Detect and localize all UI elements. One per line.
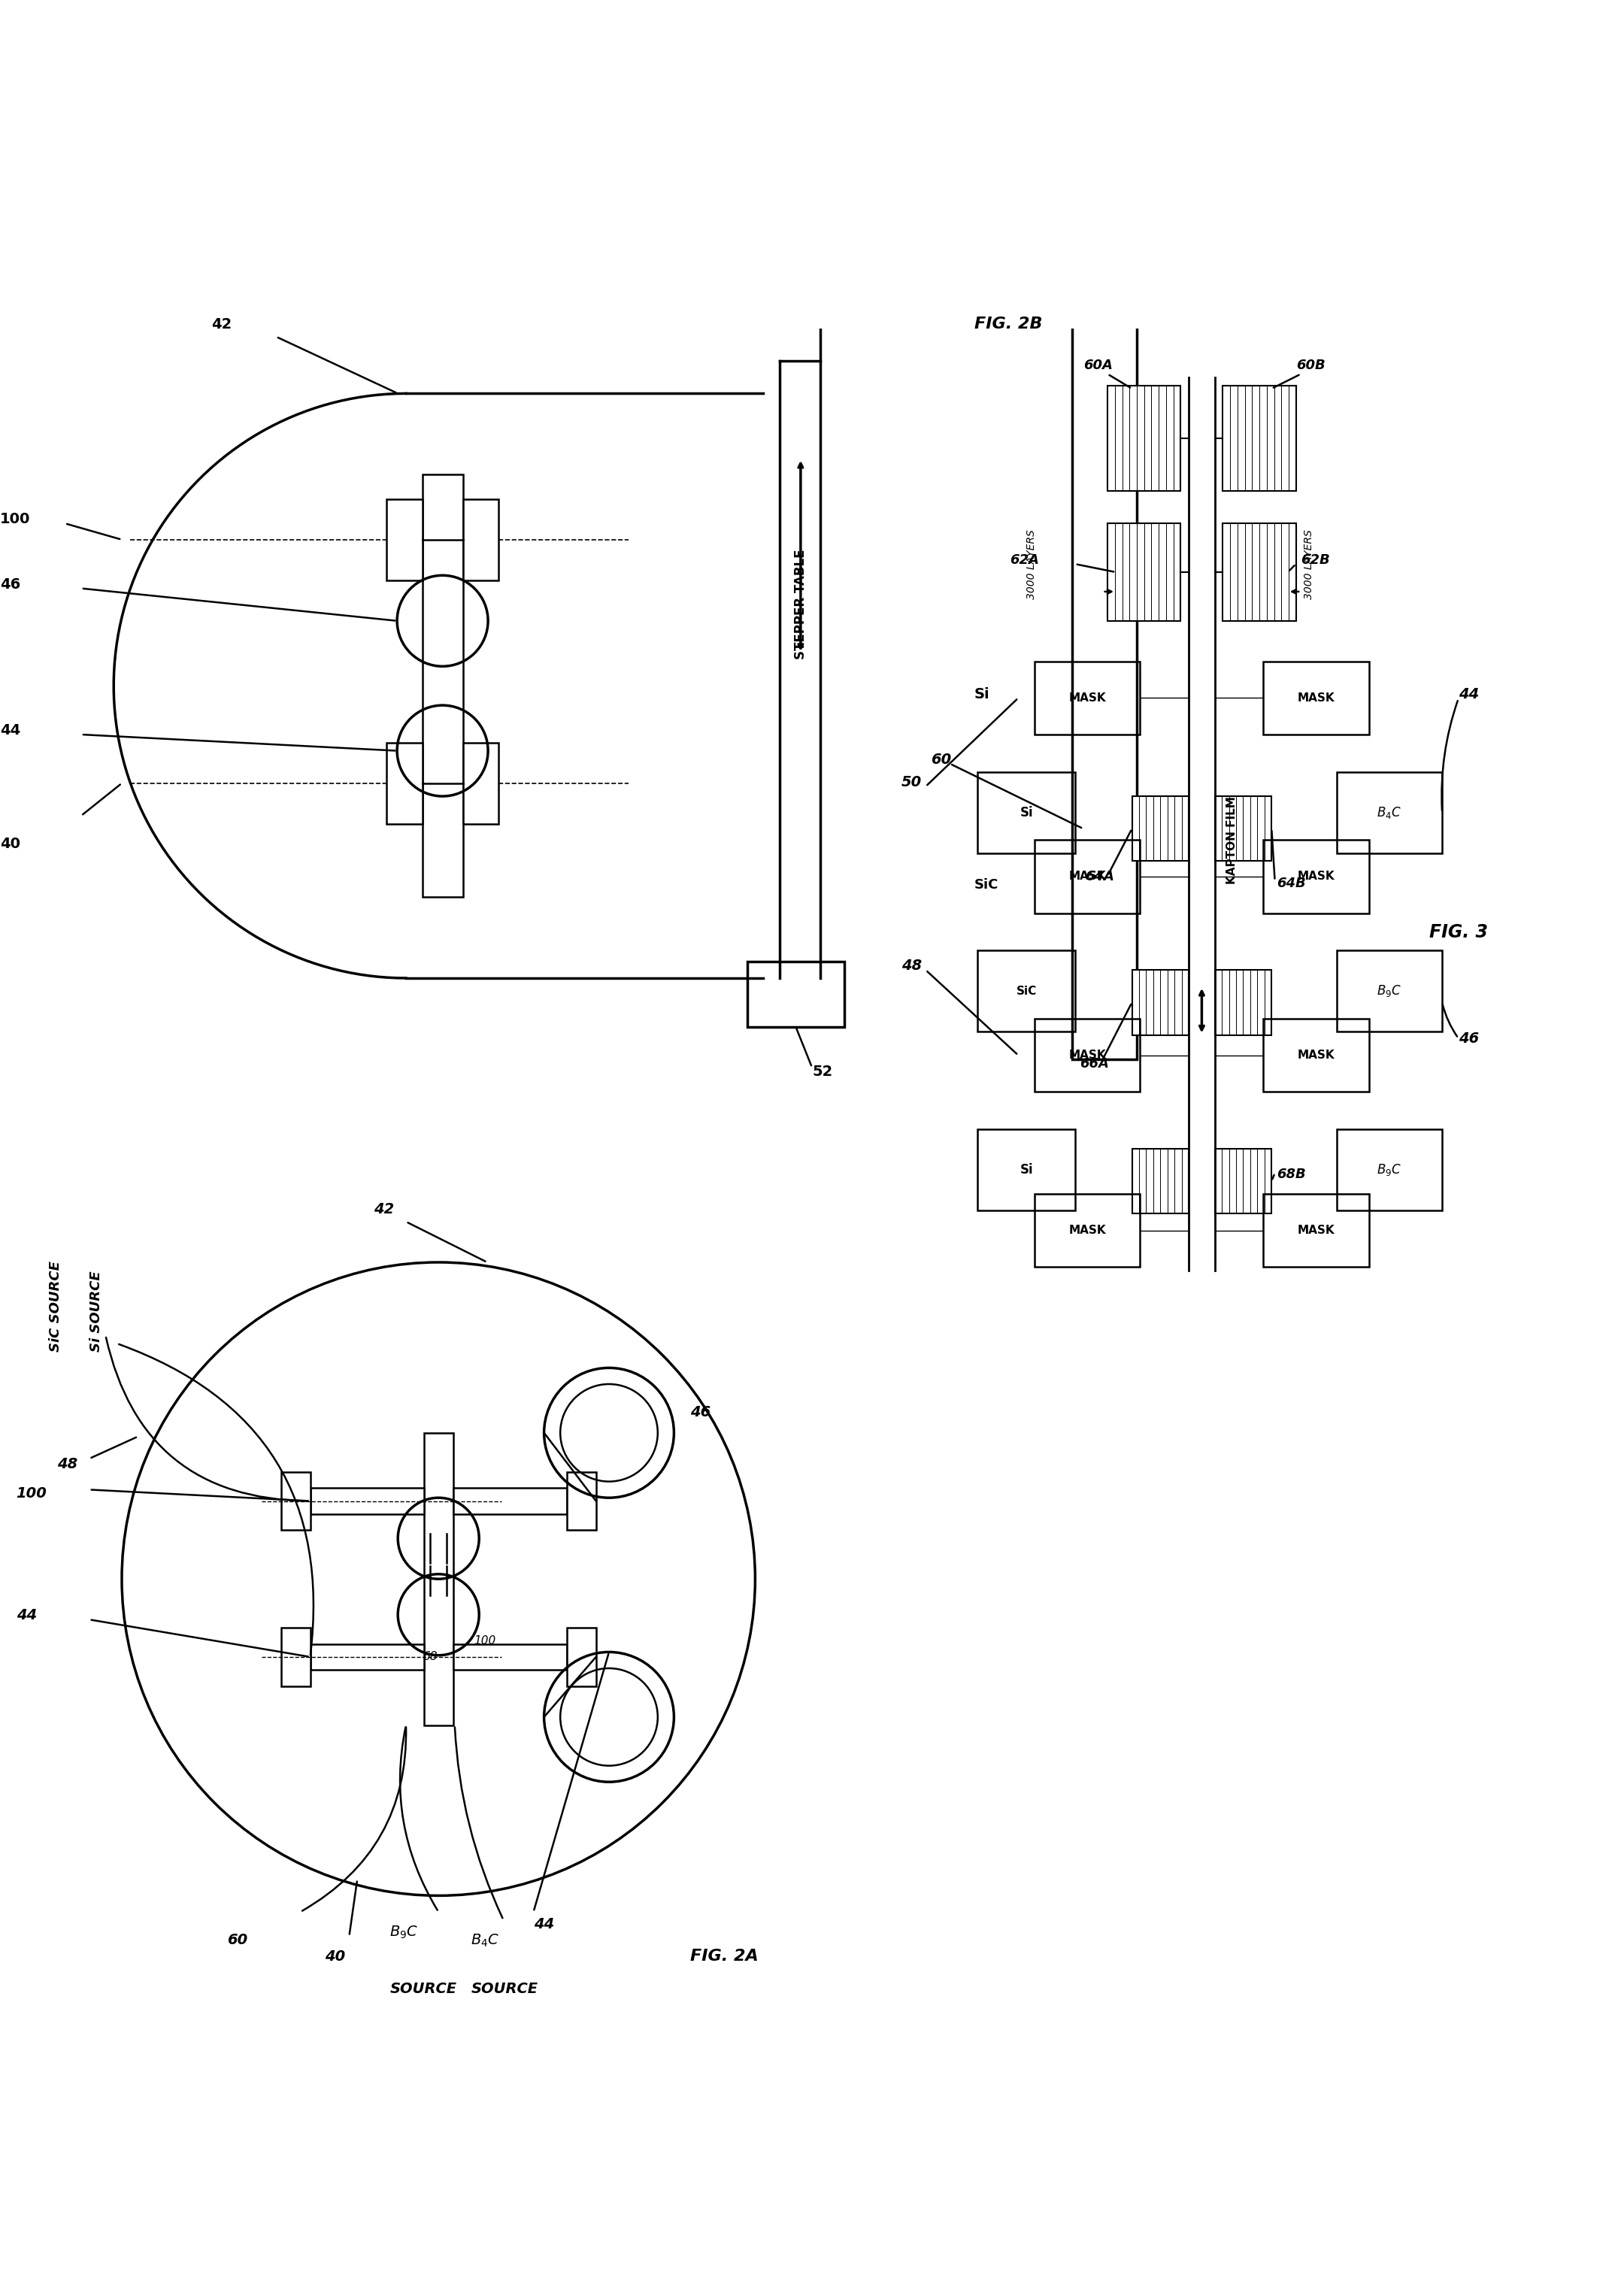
Text: 66A: 66A <box>1080 1056 1109 1070</box>
Bar <box>1215 796 1272 862</box>
Text: 40: 40 <box>325 1950 346 1964</box>
Text: 3000 LAYERS: 3000 LAYERS <box>1304 529 1314 600</box>
Text: 42: 42 <box>211 317 232 331</box>
Text: FIG. 2A: FIG. 2A <box>690 1948 758 1964</box>
Text: 64B: 64B <box>1276 876 1306 890</box>
Bar <box>1108 385 1181 490</box>
Bar <box>422 474 463 896</box>
Bar <box>978 1129 1075 1211</box>
Text: $B_4C$: $B_4C$ <box>1377 805 1402 819</box>
Text: 100: 100 <box>0 513 31 527</box>
Text: 62B: 62B <box>1301 554 1330 568</box>
Text: MASK: MASK <box>1298 1049 1335 1061</box>
Text: $B_9C$: $B_9C$ <box>1377 983 1402 999</box>
Bar <box>1337 771 1442 853</box>
Text: 44: 44 <box>1458 687 1479 703</box>
Text: SiC SOURCE: SiC SOURCE <box>49 1261 62 1353</box>
Text: 42: 42 <box>374 1202 395 1216</box>
Bar <box>1072 84 1137 1058</box>
Text: 64A: 64A <box>1085 869 1114 883</box>
Bar <box>463 500 499 579</box>
Bar <box>1263 1193 1369 1268</box>
Text: 62A: 62A <box>1010 554 1039 568</box>
Text: MASK: MASK <box>1069 1225 1106 1236</box>
Text: $B_9C$: $B_9C$ <box>1377 1163 1402 1177</box>
Text: 60: 60 <box>227 1932 248 1948</box>
Bar <box>567 1471 596 1531</box>
Bar <box>978 771 1075 853</box>
Bar <box>424 1432 453 1724</box>
Text: SOURCE: SOURCE <box>390 1982 456 1996</box>
Bar <box>281 1629 310 1686</box>
Text: 68: 68 <box>422 1651 437 1663</box>
Text: FIG. 2B: FIG. 2B <box>974 317 1043 331</box>
Text: 44: 44 <box>0 723 21 737</box>
Text: 60A: 60A <box>1083 358 1112 372</box>
Text: 100: 100 <box>474 1635 497 1647</box>
Bar <box>463 744 499 823</box>
Bar <box>1223 385 1296 490</box>
Text: MASK: MASK <box>1069 693 1106 703</box>
Bar <box>453 1645 567 1670</box>
Text: $B_4C$: $B_4C$ <box>471 1932 500 1948</box>
Text: 68B: 68B <box>1276 1168 1306 1182</box>
Bar <box>1215 1150 1272 1213</box>
Text: MASK: MASK <box>1298 871 1335 883</box>
Text: MASK: MASK <box>1069 871 1106 883</box>
Bar <box>1034 1193 1140 1268</box>
Text: SiC: SiC <box>1017 985 1036 997</box>
Text: 44: 44 <box>16 1608 37 1622</box>
Bar <box>1108 522 1181 620</box>
Text: 40: 40 <box>0 837 19 851</box>
Text: Si: Si <box>1020 805 1033 819</box>
Bar <box>1034 661 1140 734</box>
Text: 3000 LAYERS: 3000 LAYERS <box>1026 529 1036 600</box>
Text: 100: 100 <box>16 1487 47 1501</box>
Bar <box>1337 1129 1442 1211</box>
Text: 60B: 60B <box>1296 358 1325 372</box>
Bar <box>1263 661 1369 734</box>
Bar <box>1337 951 1442 1031</box>
Bar <box>387 744 422 823</box>
Bar <box>1132 1150 1189 1213</box>
Text: 52: 52 <box>812 1065 833 1079</box>
Text: 50: 50 <box>901 776 922 789</box>
Text: 60: 60 <box>931 753 952 766</box>
Text: FIG. 3: FIG. 3 <box>1429 924 1488 942</box>
Bar <box>1215 969 1272 1036</box>
Text: 48: 48 <box>901 958 922 974</box>
Text: Si: Si <box>1020 1163 1033 1177</box>
Bar <box>1132 969 1189 1036</box>
Bar <box>1223 522 1296 620</box>
Text: MASK: MASK <box>1069 1049 1106 1061</box>
Bar <box>567 1629 596 1686</box>
Text: $B_9C$: $B_9C$ <box>390 1925 419 1941</box>
Text: 44: 44 <box>533 1916 554 1932</box>
Bar <box>310 1645 424 1670</box>
Text: MASK: MASK <box>1298 1225 1335 1236</box>
Text: 46: 46 <box>1458 1031 1479 1047</box>
Text: 46: 46 <box>0 577 21 591</box>
Bar <box>1034 839 1140 912</box>
Bar <box>281 1471 310 1531</box>
Text: SOURCE: SOURCE <box>471 1982 538 1996</box>
Text: MASK: MASK <box>1298 693 1335 703</box>
Text: SiC: SiC <box>974 878 999 892</box>
Bar <box>978 951 1075 1031</box>
Bar <box>310 1487 424 1515</box>
Bar <box>1263 839 1369 912</box>
Text: Si: Si <box>974 687 991 703</box>
Bar <box>453 1487 567 1515</box>
Text: 48: 48 <box>57 1458 78 1471</box>
Bar <box>1034 1020 1140 1093</box>
Bar <box>747 963 844 1026</box>
Text: STEPPER TABLE: STEPPER TABLE <box>794 550 807 659</box>
Text: KAPTON FILM: KAPTON FILM <box>1226 796 1237 885</box>
Bar <box>1132 796 1189 862</box>
Bar <box>1263 1020 1369 1093</box>
Bar <box>387 500 422 579</box>
Text: Si SOURCE: Si SOURCE <box>89 1271 102 1353</box>
Text: 46: 46 <box>690 1405 711 1419</box>
